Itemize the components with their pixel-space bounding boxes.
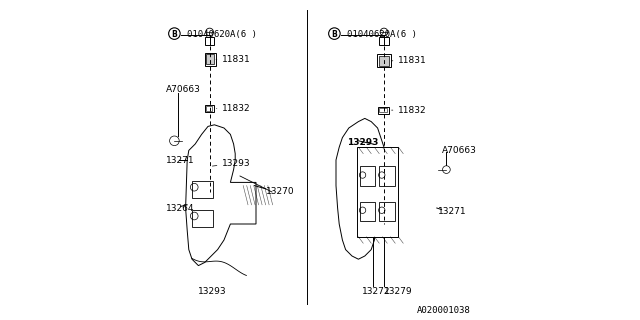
Bar bbox=[192, 210, 212, 227]
Text: A70663: A70663 bbox=[442, 146, 476, 155]
Text: A020001038: A020001038 bbox=[417, 306, 470, 315]
Bar bbox=[357, 147, 398, 237]
Bar bbox=[360, 166, 375, 186]
Text: 11831: 11831 bbox=[392, 56, 427, 65]
Text: 13279: 13279 bbox=[384, 287, 413, 296]
Text: 13270: 13270 bbox=[266, 188, 294, 196]
Text: B: B bbox=[172, 30, 177, 39]
Text: B: B bbox=[332, 30, 337, 39]
Text: 13271: 13271 bbox=[166, 156, 195, 164]
Text: 13264: 13264 bbox=[166, 204, 195, 212]
Bar bbox=[206, 106, 212, 111]
Bar bbox=[379, 56, 389, 66]
Text: 01040620A(6 ): 01040620A(6 ) bbox=[187, 30, 257, 39]
Text: 11832: 11832 bbox=[392, 106, 427, 115]
Bar bbox=[380, 37, 389, 45]
Bar bbox=[360, 202, 375, 221]
Bar bbox=[378, 107, 389, 114]
Bar bbox=[377, 54, 392, 67]
Bar bbox=[380, 166, 395, 186]
Text: A70663: A70663 bbox=[166, 85, 201, 94]
Text: 13293: 13293 bbox=[212, 159, 251, 168]
Bar bbox=[205, 105, 214, 112]
Bar bbox=[192, 181, 212, 198]
Bar bbox=[205, 37, 214, 45]
Text: 11832: 11832 bbox=[216, 104, 251, 113]
Text: 13272: 13272 bbox=[362, 287, 390, 296]
Text: 11831: 11831 bbox=[216, 55, 251, 64]
Text: 01040620A(6 ): 01040620A(6 ) bbox=[347, 30, 417, 39]
Text: 13293: 13293 bbox=[198, 287, 227, 296]
Bar bbox=[380, 202, 395, 221]
Bar bbox=[380, 108, 387, 112]
Bar bbox=[205, 53, 216, 66]
Bar bbox=[206, 54, 214, 64]
Text: 13271: 13271 bbox=[438, 207, 467, 216]
Text: 13293: 13293 bbox=[347, 138, 379, 147]
